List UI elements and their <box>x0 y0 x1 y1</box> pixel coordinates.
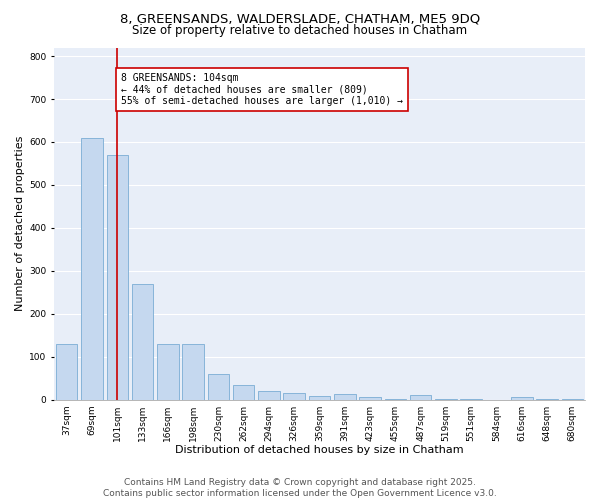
Bar <box>81 138 103 400</box>
Bar <box>511 398 533 400</box>
Bar <box>56 344 77 400</box>
Bar <box>233 384 254 400</box>
Y-axis label: Number of detached properties: Number of detached properties <box>15 136 25 311</box>
Bar <box>132 284 153 400</box>
Bar <box>107 155 128 400</box>
Bar <box>182 344 204 400</box>
Bar <box>359 398 381 400</box>
Bar <box>157 344 179 400</box>
Bar <box>208 374 229 400</box>
Bar <box>334 394 356 400</box>
Bar <box>385 398 406 400</box>
Text: 8 GREENSANDS: 104sqm
← 44% of detached houses are smaller (809)
55% of semi-deta: 8 GREENSANDS: 104sqm ← 44% of detached h… <box>121 74 403 106</box>
X-axis label: Distribution of detached houses by size in Chatham: Distribution of detached houses by size … <box>175 445 464 455</box>
Bar <box>258 391 280 400</box>
Bar <box>435 398 457 400</box>
Bar <box>309 396 330 400</box>
Bar <box>410 396 431 400</box>
Text: Contains HM Land Registry data © Crown copyright and database right 2025.
Contai: Contains HM Land Registry data © Crown c… <box>103 478 497 498</box>
Text: Size of property relative to detached houses in Chatham: Size of property relative to detached ho… <box>133 24 467 37</box>
Bar <box>283 393 305 400</box>
Text: 8, GREENSANDS, WALDERSLADE, CHATHAM, ME5 9DQ: 8, GREENSANDS, WALDERSLADE, CHATHAM, ME5… <box>120 12 480 26</box>
